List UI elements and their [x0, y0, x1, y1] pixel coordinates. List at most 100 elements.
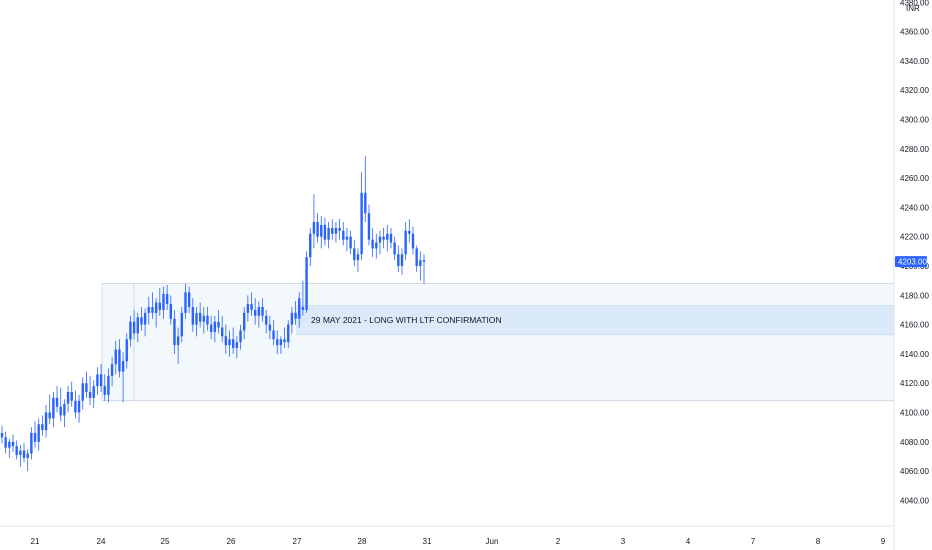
- candle: [92, 380, 95, 409]
- candle: [246, 295, 250, 322]
- candle: [217, 309, 220, 334]
- candle-body: [327, 227, 330, 240]
- candle: [19, 444, 22, 467]
- candle: [66, 386, 70, 413]
- candle: [320, 216, 323, 249]
- candle: [371, 227, 374, 258]
- candle: [184, 283, 187, 319]
- y-tick-label: 4340.00: [900, 57, 929, 66]
- candle: [364, 156, 367, 223]
- candle-body: [103, 386, 106, 395]
- x-tick-label: 7: [751, 537, 756, 546]
- candle-body: [265, 315, 268, 325]
- candle: [55, 386, 59, 413]
- candle-body: [202, 315, 206, 322]
- candle: [187, 286, 191, 313]
- candle-body: [323, 224, 327, 240]
- candle-body: [15, 446, 18, 455]
- candle: [257, 301, 261, 328]
- candle: [77, 394, 81, 423]
- candle-body: [107, 375, 110, 395]
- candle-body: [22, 450, 26, 458]
- candle-body: [11, 441, 15, 447]
- candle-body: [371, 239, 374, 249]
- candle: [279, 336, 283, 354]
- candle-body: [250, 304, 253, 310]
- candle-body: [220, 327, 224, 337]
- candle: [323, 217, 327, 246]
- candle: [356, 248, 360, 272]
- demand-zone: [296, 305, 895, 336]
- candle-body: [147, 307, 150, 313]
- candle-body: [81, 383, 84, 401]
- candle: [125, 333, 128, 369]
- candle-body: [257, 307, 261, 316]
- candle-body: [30, 433, 33, 454]
- candle: [165, 285, 169, 310]
- y-tick-label: 4380.00: [900, 0, 929, 7]
- y-tick-label: 4080.00: [900, 438, 929, 447]
- candle: [386, 224, 389, 252]
- candle-body: [70, 391, 73, 401]
- candle: [287, 320, 290, 349]
- candle: [389, 227, 393, 249]
- candle: [140, 307, 143, 331]
- candle-body: [52, 397, 55, 419]
- candle-body: [272, 330, 275, 340]
- candle: [378, 230, 382, 255]
- candle: [220, 315, 224, 343]
- candle-body: [276, 339, 279, 346]
- candle: [96, 367, 99, 395]
- candle-body: [162, 293, 165, 310]
- candle-body: [96, 374, 99, 387]
- candle: [301, 280, 305, 316]
- y-tick-label: 4040.00: [900, 496, 929, 505]
- candle-body: [375, 242, 378, 249]
- candle: [44, 405, 48, 438]
- candle: [265, 309, 268, 334]
- candle: [261, 298, 264, 322]
- y-tick-label: 4100.00: [900, 409, 929, 418]
- candle: [393, 236, 396, 261]
- candle: [81, 377, 84, 410]
- candle-body: [110, 364, 114, 376]
- candle: [132, 309, 136, 340]
- y-tick-label: 4280.00: [900, 145, 929, 154]
- candle-body: [338, 227, 341, 231]
- candle: [400, 248, 404, 275]
- candle-body: [408, 230, 411, 234]
- candle-body: [334, 227, 338, 234]
- candle: [342, 222, 345, 246]
- candle-body: [187, 292, 191, 308]
- x-tick-label: 24: [97, 537, 106, 546]
- range-zone: [101, 283, 895, 402]
- candle: [70, 381, 73, 407]
- candle: [191, 298, 195, 332]
- candle: [107, 368, 110, 403]
- candle-body: [180, 312, 184, 337]
- candle-body: [169, 304, 172, 319]
- candle: [121, 352, 125, 403]
- candle: [345, 227, 349, 252]
- candle-body: [305, 257, 308, 310]
- candle-body: [0, 433, 4, 438]
- candle-body: [242, 312, 246, 331]
- candle-body: [290, 312, 294, 325]
- candle-body: [33, 433, 37, 442]
- candle-body: [367, 213, 371, 240]
- candle: [268, 315, 272, 340]
- candle: [88, 375, 92, 406]
- candle-body: [132, 321, 136, 334]
- candle: [404, 222, 407, 261]
- candle: [206, 307, 209, 331]
- candle: [382, 227, 385, 249]
- candle-body: [419, 260, 422, 266]
- candle: [228, 330, 231, 357]
- candle: [63, 399, 66, 428]
- candle: [37, 418, 40, 451]
- y-tick-label: 4260.00: [900, 174, 929, 183]
- candle: [272, 320, 275, 346]
- y-tick-label: 4140.00: [900, 350, 929, 359]
